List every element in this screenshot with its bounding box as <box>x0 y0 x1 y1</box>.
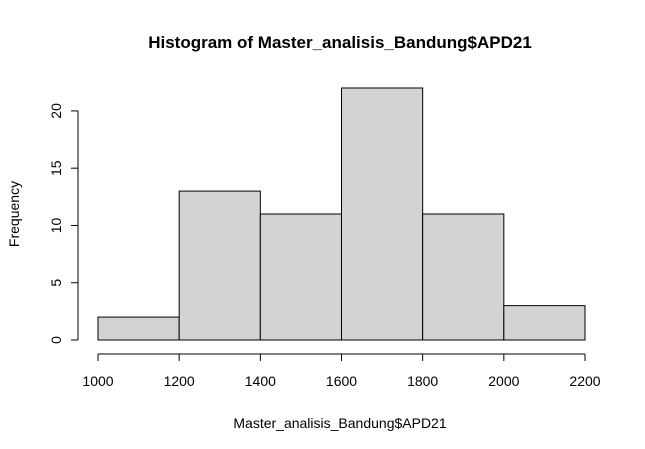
x-axis: 1000 1200 1400 1600 1800 2000 2200 <box>82 353 601 389</box>
y-tick-label: 15 <box>48 160 64 176</box>
y-tick-label: 5 <box>48 279 64 287</box>
x-tick-label: 1600 <box>326 373 357 389</box>
x-tick-label: 2000 <box>488 373 519 389</box>
histogram-bar-4 <box>341 87 424 341</box>
histogram-bar-6 <box>503 305 586 341</box>
x-tick-label: 1800 <box>407 373 438 389</box>
x-tick-label: 2200 <box>569 373 600 389</box>
x-tick-label: 1200 <box>164 373 195 389</box>
bars-group <box>97 87 586 341</box>
histogram-bar-3 <box>259 213 343 341</box>
y-axis: 0 5 10 15 20 <box>48 103 79 344</box>
histogram-bar-2 <box>178 190 261 341</box>
histogram-bar-5 <box>422 213 505 341</box>
y-tick-label: 20 <box>48 103 64 119</box>
x-tick-label: 1400 <box>245 373 276 389</box>
x-tick-label: 1000 <box>82 373 113 389</box>
y-axis-label: Frequency <box>6 181 22 247</box>
x-axis-label: Master_analisis_Bandung$APD21 <box>233 415 446 431</box>
histogram-bar-1 <box>97 316 180 341</box>
y-tick-label: 0 <box>48 336 64 344</box>
y-tick-label: 10 <box>48 217 64 233</box>
chart-title: Histogram of Master_analisis_Bandung$APD… <box>148 33 532 52</box>
